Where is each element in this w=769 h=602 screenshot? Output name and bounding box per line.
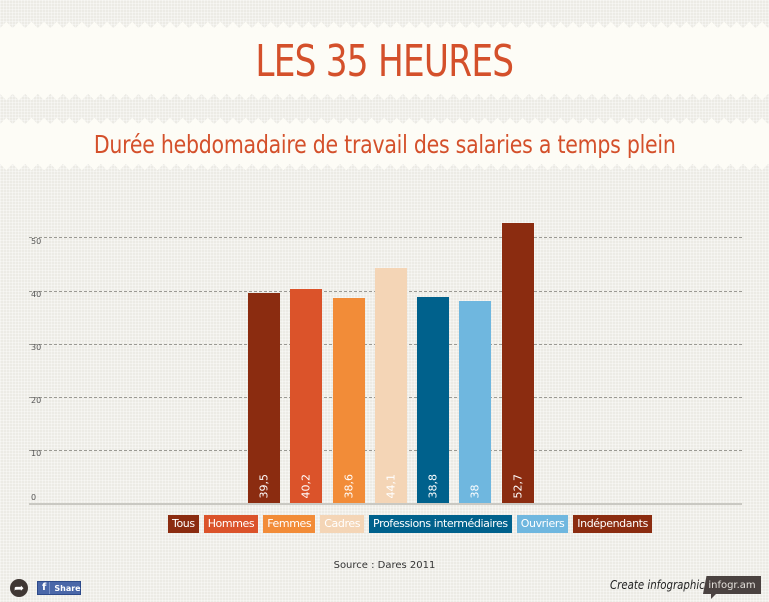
x-axis-baseline xyxy=(29,503,742,505)
bar-hommes[interactable]: 40,2 xyxy=(290,289,322,503)
chart-legend: Tous Hommes Femmes Cadres Professions interm… xyxy=(168,515,652,533)
legend-item-ouvriers[interactable]: Ouvriers xyxy=(516,515,569,533)
infogram-brand-link[interactable]: infogr.am xyxy=(703,576,761,594)
facebook-icon: f xyxy=(42,582,51,594)
bar-value-label: 39,5 xyxy=(257,474,271,499)
infogram-brand-label: infogr.am xyxy=(708,579,756,591)
bar-cadres[interactable]: 44,1 xyxy=(375,268,407,503)
bar-tous[interactable]: 39,5 xyxy=(248,293,280,503)
legend-item-professions-intermédiaires[interactable]: Professions intermédiaires xyxy=(369,515,512,533)
bar-value-label: 38,8 xyxy=(426,474,440,499)
facebook-share-label: Share xyxy=(54,583,81,593)
bar-femmes[interactable]: 38,6 xyxy=(333,298,365,503)
legend-item-femmes[interactable]: Femmes xyxy=(263,515,316,533)
bar-ouvriers[interactable]: 38 xyxy=(459,301,491,503)
y-tick-50: 50 xyxy=(31,237,42,246)
legend-item-indépendants[interactable]: Indépendants xyxy=(573,515,652,533)
create-infographics-link[interactable]: Create infographics xyxy=(610,578,711,592)
badge-tail-decoration xyxy=(711,594,716,599)
source-note: Source : Dares 2011 xyxy=(333,560,436,571)
y-tick-10: 10 xyxy=(31,449,42,458)
bar-value-label: 38 xyxy=(468,484,482,499)
y-tick-30: 30 xyxy=(31,343,42,352)
legend-item-cadres[interactable]: Cadres xyxy=(320,515,365,533)
bar-value-label: 52,7 xyxy=(511,474,525,499)
legend-item-tous[interactable]: Tous xyxy=(168,515,199,533)
share-button[interactable]: ➦ xyxy=(10,579,28,597)
y-tick-0: 0 xyxy=(31,493,37,502)
bar-indépendants[interactable]: 52,7 xyxy=(502,223,534,503)
bar-professions-intermédiaires[interactable]: 38,8 xyxy=(417,297,449,503)
share-arrow-icon: ➦ xyxy=(13,581,25,595)
bar-value-label: 40,2 xyxy=(299,474,313,499)
bar-value-label: 38,6 xyxy=(342,474,356,499)
bar-value-label: 44,1 xyxy=(384,474,398,499)
y-tick-20: 20 xyxy=(31,396,42,405)
facebook-share-button[interactable]: f Share xyxy=(37,581,81,595)
page-title: LES 35 HEURES xyxy=(255,35,515,87)
gridline-50 xyxy=(29,237,742,238)
y-tick-40: 40 xyxy=(31,290,42,299)
subtitle-banner: Durée hebdomadaire de travail des salari… xyxy=(0,118,769,170)
title-banner: LES 35 HEURES xyxy=(0,22,769,100)
chart-subtitle: Durée hebdomadaire de travail des salari… xyxy=(93,129,676,159)
legend-item-hommes[interactable]: Hommes xyxy=(203,515,259,533)
